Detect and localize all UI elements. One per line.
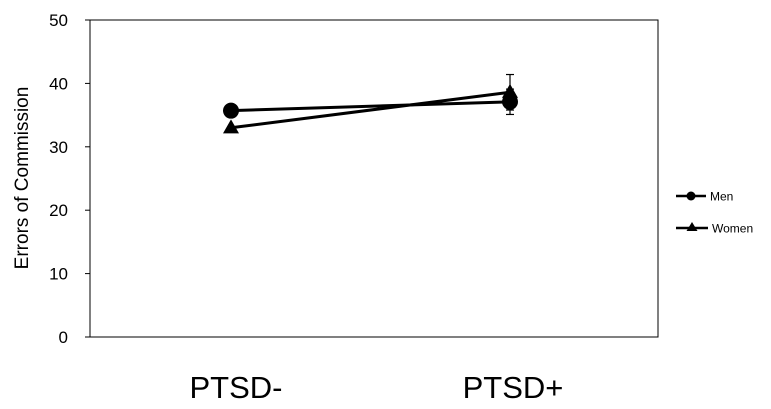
legend-marker-triangle — [686, 222, 698, 231]
legend: Men Women — [676, 190, 753, 236]
y-tick-label-1: 10 — [49, 265, 68, 284]
y-axis-title: Errors of Commission — [12, 87, 33, 270]
point-women-1 — [502, 83, 518, 98]
series-line-women — [230, 90, 511, 130]
y-tick-label-5: 50 — [49, 11, 68, 30]
plot-area — [89, 19, 659, 338]
y-tick-label-2: 20 — [49, 201, 68, 220]
x-category-label-0: PTSD- — [190, 370, 283, 405]
legend-item-women: Women — [676, 222, 753, 236]
legend-marker-circle — [686, 191, 696, 201]
legend-label-men: Men — [710, 190, 733, 204]
series-line-men — [230, 100, 511, 113]
legend-label-women: Women — [712, 222, 753, 236]
legend-item-men: Men — [676, 190, 733, 204]
series-women — [223, 73, 518, 134]
x-category-label-1: PTSD+ — [463, 370, 564, 405]
series-layer — [223, 73, 518, 134]
point-men-0 — [223, 102, 239, 119]
y-tick-label-0: 0 — [59, 328, 68, 347]
y-axis-ticks: 0 10 20 30 40 50 — [49, 11, 90, 347]
y-tick-label-4: 40 — [49, 74, 68, 93]
point-women-0 — [223, 119, 239, 134]
y-tick-label-3: 30 — [49, 138, 68, 157]
